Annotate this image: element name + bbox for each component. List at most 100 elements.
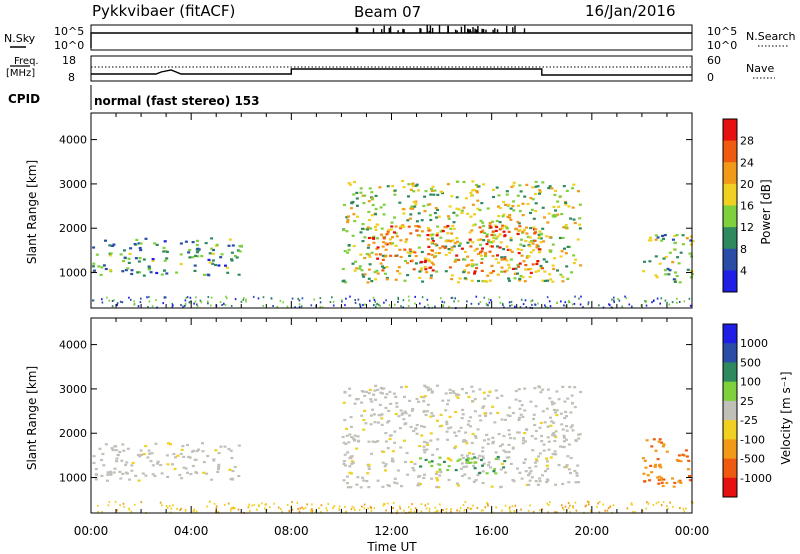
echo-cell [425,448,429,451]
echo-cell [373,271,377,274]
ground-scatter-cell [298,306,301,309]
echo-cell [491,442,495,445]
echo-cell [203,273,206,276]
ground-scatter-cell [655,502,658,505]
echo-cell [534,465,538,468]
echo-cell [685,455,689,458]
echo-cell [109,470,113,473]
echo-cell [404,422,408,425]
ground-scatter-cell [621,306,624,309]
echo-cell [552,214,556,217]
echo-cell [529,227,533,230]
ground-scatter-cell [116,303,118,306]
echo-cell [363,256,367,260]
echo-cell [552,432,556,435]
echo-cell [389,238,392,241]
ground-scatter-cell [585,504,588,507]
echo-cell [144,474,148,477]
echo-cell [444,409,448,412]
echo-cell [423,257,427,260]
echo-cell [414,255,418,258]
echo-cell [540,440,544,443]
echo-cell [189,472,193,476]
echo-cell [446,468,450,472]
ground-scatter-cell [475,295,478,298]
echo-cell [407,225,411,228]
echo-cell [526,202,530,206]
echo-cell [423,473,426,476]
echo-cell [518,228,522,232]
ground-scatter-cell [419,302,421,305]
ground-scatter-cell [685,507,687,510]
ground-scatter-cell [679,507,681,509]
echo-cell [503,270,507,273]
ground-scatter-cell [155,299,157,302]
echo-cell [193,458,197,461]
y-tick-label: 4000 [59,134,87,147]
echo-cell [491,436,495,439]
echo-cell [402,225,406,228]
echo-cell [211,252,215,255]
echo-cell [423,395,427,398]
echo-cell [528,236,532,239]
echo-cell [475,247,479,250]
echo-cell [494,237,498,240]
ground-scatter-cell [479,301,482,304]
echo-cell [671,238,675,241]
ground-scatter-cell [606,509,609,512]
echo-cell [500,258,504,261]
echo-cell [477,279,480,283]
echo-cell [445,420,449,423]
echo-cell [496,254,499,257]
echo-cell [112,471,116,474]
echo-cell [671,477,674,480]
echo-cell [363,409,367,412]
echo-cell [380,233,383,236]
echo-cell [512,200,516,203]
echo-cell [473,213,477,216]
echo-cell [541,181,545,184]
echo-cell [455,207,459,210]
echo-cell [542,449,546,452]
ground-scatter-cell [586,500,589,503]
echo-cell [546,388,550,391]
echo-cell [421,280,425,283]
ground-scatter-cell [341,299,343,302]
echo-cell [387,420,391,423]
echo-cell [430,189,434,192]
echo-cell [350,472,353,475]
echo-cell [540,434,544,438]
ground-scatter-cell [232,506,235,509]
echo-cell [507,433,511,436]
echo-cell [416,225,420,228]
ground-scatter-cell [513,510,516,513]
echo-cell [686,268,690,271]
ground-scatter-cell [298,303,301,306]
echo-cell [104,239,107,242]
echo-cell [475,263,479,266]
echo-cell [478,388,482,391]
echo-cell [460,417,464,420]
y-tick-label: 2000 [59,222,87,235]
ground-scatter-cell [579,303,582,306]
echo-cell [543,279,547,282]
colorbar-tick-label: 500 [740,356,761,369]
echo-cell [508,248,512,252]
echo-cell [380,387,384,390]
echo-cell [165,454,169,457]
echo-cell [350,207,353,210]
echo-cell [491,230,495,233]
echo-cell [468,239,472,242]
echo-cell [121,443,125,446]
echo-cell [466,255,470,258]
echo-cell [353,269,357,272]
echo-cell [420,425,423,428]
echo-cell [398,201,402,204]
ground-scatter-cell [206,505,208,508]
echo-cell [121,270,125,273]
ground-scatter-cell [282,301,284,304]
echo-cell [138,455,142,458]
echo-cell [155,271,159,275]
echo-cell [449,459,453,462]
